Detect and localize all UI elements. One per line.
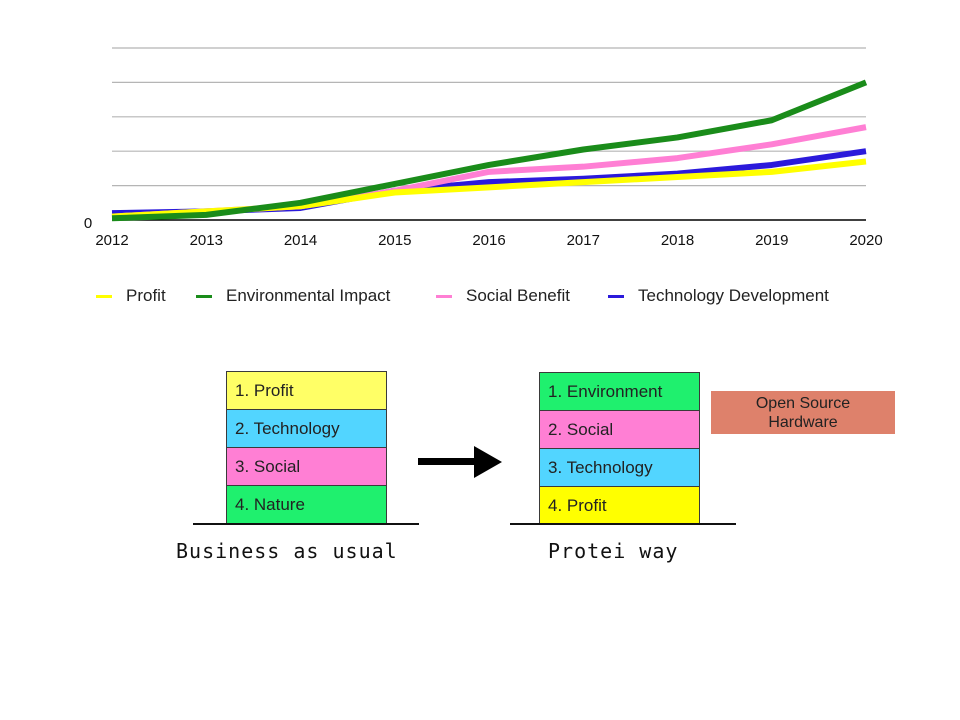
protei-way-caption: Protei way	[548, 539, 679, 563]
legend-label-profit: Profit	[126, 286, 166, 305]
x-tick-label: 2015	[378, 232, 411, 249]
line-chart: 2012 2013 2014 2015 2016 2017 2018 2019 2020 0	[84, 47, 883, 249]
business-as-usual-stack: 1. Profit 2. Technology 3. Social 4. Nat…	[226, 371, 387, 527]
x-tick-label: 2014	[284, 232, 317, 249]
stack-block-technology: 2. Technology	[226, 409, 387, 448]
x-tick-label: 2016	[472, 232, 505, 249]
legend-swatch-profit	[96, 294, 112, 298]
stack-block-nature: 4. Nature	[226, 485, 387, 524]
legend-swatch-technology-development	[608, 294, 624, 298]
legend-swatch-environmental-impact	[196, 294, 212, 298]
x-tick-label: 2012	[95, 232, 128, 249]
legend-item-technology-development: Technology Development	[608, 286, 829, 306]
series-line-environmental-impact	[111, 79, 868, 222]
x-tick-label: 2017	[567, 232, 600, 249]
legend-swatch-social-benefit	[436, 294, 452, 298]
x-tick-label: 2019	[755, 232, 788, 249]
legend-item-profit: Profit	[96, 286, 166, 306]
stack-block-technology: 3. Technology	[539, 448, 700, 487]
series-line-technology-development	[111, 148, 867, 217]
chart-legend: Profit Environmental Impact Social Benef…	[96, 286, 896, 310]
stack-block-social: 3. Social	[226, 447, 387, 486]
arrow-head-icon	[474, 446, 502, 478]
stack-block-social: 2. Social	[539, 410, 700, 449]
y-tick-label: 0	[84, 215, 92, 232]
business-as-usual-baseline	[193, 523, 419, 525]
legend-label-technology-development: Technology Development	[638, 286, 829, 305]
osh-label-line1: Open Source	[755, 394, 851, 412]
x-tick-label: 2018	[661, 232, 694, 249]
chart-axes: 2012 2013 2014 2015 2016 2017 2018 2019 2020 0	[84, 215, 883, 249]
legend-item-social-benefit: Social Benefit	[436, 286, 570, 306]
osh-label-line2: Hardware	[768, 413, 838, 431]
legend-label-social-benefit: Social Benefit	[466, 286, 570, 305]
arrow-right-icon	[418, 458, 480, 465]
business-as-usual-caption: Business as usual	[176, 539, 398, 563]
open-source-hardware-box: Open Source Hardware	[711, 391, 895, 434]
legend-item-environmental-impact: Environmental Impact	[196, 286, 390, 306]
x-tick-label: 2013	[190, 232, 223, 249]
protei-way-stack: 1. Environment 2. Social 3. Technology 4…	[539, 372, 700, 528]
stack-block-environment: 1. Environment	[539, 372, 700, 411]
x-tick-label: 2020	[849, 232, 882, 249]
stack-block-profit: 1. Profit	[226, 371, 387, 410]
chart-series	[111, 79, 868, 222]
stack-block-profit: 4. Profit	[539, 486, 700, 525]
protei-way-baseline	[510, 523, 736, 525]
legend-label-environmental-impact: Environmental Impact	[226, 286, 391, 305]
